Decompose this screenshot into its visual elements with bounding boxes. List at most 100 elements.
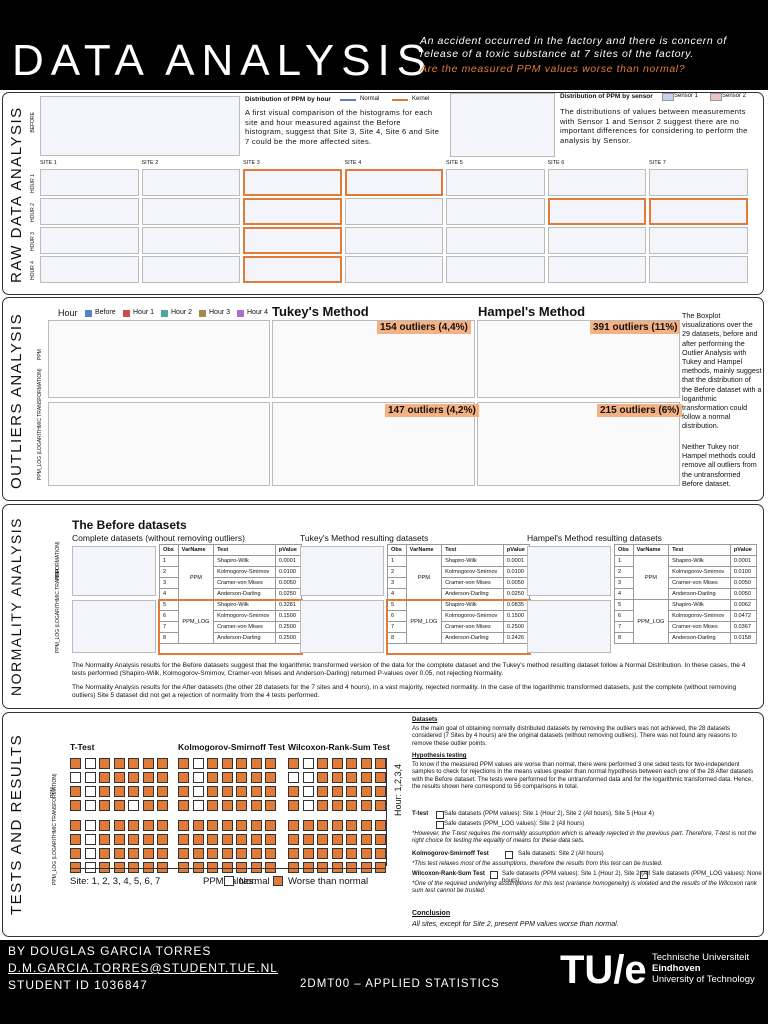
result-cell: [142, 848, 154, 859]
normality-heading: The Before datasets: [72, 518, 187, 532]
panel: [446, 227, 545, 254]
panel: [40, 198, 139, 225]
panel: [40, 256, 139, 283]
site-label: SITE 2: [141, 160, 159, 166]
result-cell: [302, 862, 314, 873]
table-cell: 4: [159, 588, 179, 600]
table-cell: 0.0367: [729, 621, 758, 633]
table-cell: 0.0158: [729, 632, 758, 644]
panel-title: Complete datasets (without removing outl…: [72, 533, 245, 543]
author: BY DOUGLAS GARCIA TORRES: [8, 944, 212, 958]
highlight-box: [386, 599, 531, 655]
table-cell: 5: [614, 599, 634, 611]
result-cell: [157, 772, 168, 783]
result-cell: [142, 786, 154, 797]
hour-label: HOUR 4: [30, 261, 36, 281]
table-cell: Kolmogorov-Smirnov: [668, 566, 731, 578]
result-cell: [375, 786, 386, 797]
site-label: SITE 6: [547, 160, 565, 166]
result-cell: [250, 772, 262, 783]
panel: [48, 402, 270, 486]
result-cell: [84, 758, 96, 769]
result-cell: [302, 758, 314, 769]
result-cell: [128, 848, 139, 859]
result-cell: [360, 772, 372, 783]
result-cell: [221, 758, 233, 769]
result-cell: [317, 862, 328, 873]
panel: [649, 256, 748, 283]
outliers-section: [2, 297, 764, 501]
panel: [344, 227, 443, 254]
result-cell: [331, 800, 343, 811]
result-cell: [70, 772, 81, 783]
result-cell: [236, 772, 247, 783]
normality-text: The Normality Analysis results for the B…: [72, 662, 746, 677]
result-cell: [178, 848, 189, 859]
panel-title: Tukey's Method resulting datasets: [300, 533, 429, 543]
result-cell: [128, 800, 139, 811]
table-cell: Cramer-von Mises: [213, 577, 276, 589]
result-cell: [99, 800, 110, 811]
result-cell: [302, 800, 314, 811]
panel-title: Hampel's Method resulting datasets: [527, 533, 662, 543]
table-row: 3 Cramer-von Mises 0.0050: [614, 577, 758, 589]
result-cell: [207, 820, 218, 831]
university: Technische Universiteit: [652, 952, 750, 963]
panel: [48, 320, 270, 398]
result-cell: [157, 848, 168, 859]
table-row: 8 Anderson-Darling 0.2500: [159, 632, 303, 644]
legend-label: Normal: [360, 96, 380, 102]
panel: [141, 227, 240, 254]
result-cell: [142, 862, 154, 873]
result-cell: [207, 800, 218, 811]
tests-section: [2, 712, 764, 937]
result-cell: [375, 800, 386, 811]
check-box: [640, 871, 648, 879]
table-cell: 1: [159, 555, 179, 567]
result-cell: [113, 820, 125, 831]
table-cell: 1: [614, 555, 634, 567]
table-cell: Shapiro-Wilk: [668, 555, 731, 567]
email: D.M.GARCIA.TORRES@STUDENT.TUE.NL: [8, 961, 278, 975]
outlier-text: The Boxplot visualizations over the 29 d…: [682, 311, 762, 431]
result-cell: [221, 772, 233, 783]
panel: [40, 169, 139, 196]
site-label: SITE 5: [446, 160, 463, 166]
panel: [527, 546, 611, 596]
panel: [649, 169, 748, 196]
result-cell: [157, 820, 168, 831]
result-cell: [346, 848, 357, 859]
table-cell: Anderson-Darling: [668, 632, 731, 644]
result-cell: [360, 848, 372, 859]
table-cell: 2: [614, 566, 634, 578]
table-cell: 3: [159, 577, 179, 589]
result-cell: [178, 800, 189, 811]
table-row: 1 PPM Shapiro-Wilk 0.0001: [387, 555, 531, 600]
result-cell: [178, 772, 189, 783]
result-cell: [346, 862, 357, 873]
result-cell: [236, 758, 247, 769]
result-cell: [207, 834, 218, 845]
before-label: BEFORE: [30, 112, 36, 133]
panel: [40, 227, 139, 254]
result-cell: [99, 848, 110, 859]
table-cell: 4: [387, 588, 407, 600]
result-cell: [157, 834, 168, 845]
result-cell: [142, 758, 154, 769]
result-cell: [236, 786, 247, 797]
table-cell: Anderson-Darling: [213, 632, 276, 644]
table-row: 4 Anderson-Darling 0.0050: [614, 588, 758, 600]
table-cell: 0.0050: [502, 577, 531, 589]
result-cell: [142, 772, 154, 783]
result-cell: [157, 758, 168, 769]
panel: [243, 169, 342, 196]
table-cell: 0.0100: [729, 566, 758, 578]
result-cell: [265, 820, 276, 831]
result-cell: [221, 786, 233, 797]
tests-text: To know if the measured PPM values are w…: [412, 761, 754, 791]
table-cell: Cramer-von Mises: [668, 577, 731, 589]
result-cell: [317, 758, 328, 769]
panel: [547, 169, 646, 196]
result-cell: [317, 848, 328, 859]
table-cell: 0.0250: [274, 588, 303, 600]
